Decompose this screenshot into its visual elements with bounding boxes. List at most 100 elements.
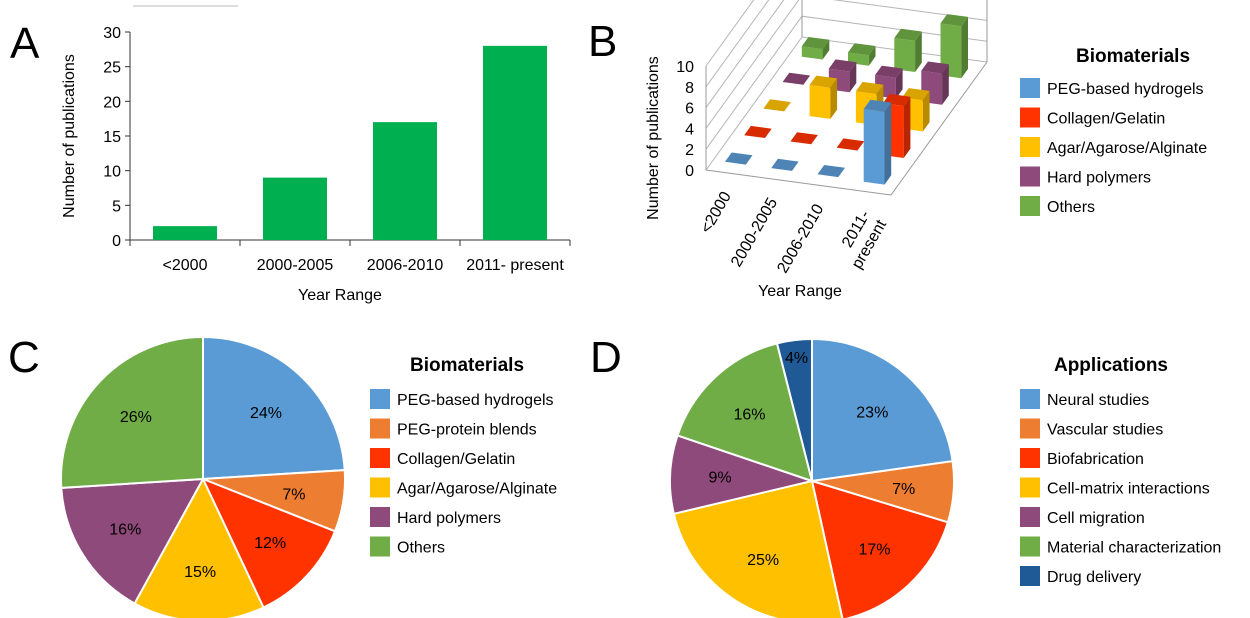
legend-swatch (1020, 448, 1040, 468)
legend-swatch (370, 536, 390, 557)
bar-top (817, 165, 845, 178)
x-tick-label: 2000-2005 (728, 195, 781, 270)
legend-label: Others (397, 540, 445, 557)
x-tick-label-line: <2000 (698, 189, 735, 237)
x-tick-label: 2011-present (832, 207, 890, 272)
slice-label: 7% (282, 486, 305, 503)
legend-label: Neural studies (1047, 392, 1149, 409)
bar-side (849, 62, 857, 93)
y-tick-label: 5 (112, 198, 121, 215)
y-tick-label: 10 (103, 164, 121, 181)
bar-side (915, 31, 922, 72)
y-tick-label: 20 (103, 94, 121, 111)
legend-label: Cell migration (1047, 510, 1145, 527)
y-tick-label: 8 (685, 80, 694, 97)
legend-label: PEG-based hydrogels (397, 392, 554, 409)
legend-swatch (1020, 196, 1040, 216)
legend-label: Hard polymers (1047, 170, 1151, 187)
slice-label: 16% (109, 521, 141, 538)
bar-top (875, 65, 903, 78)
x-tick-label: 2000-2005 (257, 257, 334, 274)
legend-label: PEG-protein blends (397, 422, 537, 439)
x-tick-label: <2000 (163, 257, 208, 274)
bar-side (822, 39, 830, 60)
legend-swatch (1020, 536, 1040, 557)
slice-label: 15% (184, 564, 216, 581)
slice-label: 17% (858, 542, 890, 559)
legend-swatch (1020, 137, 1040, 157)
y-tick-label: 6 (685, 101, 694, 118)
x-tick-label-line: 2000-2005 (728, 195, 781, 270)
legend-label: PEG-based hydrogels (1047, 81, 1204, 98)
pie-slice (676, 342, 814, 483)
bar-top (921, 61, 949, 74)
y-tick-label: 0 (112, 233, 121, 250)
bar-top (855, 81, 884, 94)
x-tick-label: 2006-2010 (367, 257, 444, 274)
bar-top (809, 75, 838, 88)
bar-top (725, 152, 753, 165)
x-tick-label: <2000 (698, 189, 735, 237)
x-tick-label: 2011- present (466, 257, 564, 274)
bar-top (894, 28, 922, 41)
legend-label: Others (1047, 199, 1095, 216)
legend-swatch (1020, 78, 1040, 98)
bar-top (828, 59, 857, 72)
bar-front (809, 84, 831, 119)
bar-top (848, 43, 876, 56)
gridline (705, 0, 987, 108)
legend-title: Biomaterials (1076, 46, 1190, 67)
y-tick-label: 0 (685, 163, 694, 180)
legend-swatch (1020, 566, 1040, 586)
bar (483, 45, 547, 240)
legend-title: Biomaterials (410, 355, 524, 376)
bar-top (863, 99, 892, 112)
legend-swatch (370, 507, 390, 527)
legend-swatch (370, 418, 390, 439)
pie-slice (201, 477, 337, 609)
bar-top (790, 132, 818, 145)
pie-slice (810, 479, 950, 618)
y-tick-label: 25 (103, 60, 121, 77)
panel-letter: A (10, 19, 40, 68)
legend-swatch (370, 477, 390, 498)
slice-label: 12% (254, 535, 286, 552)
y-axis-label: Number of publications (645, 56, 662, 220)
gridline (705, 0, 770, 88)
legend-label: Agar/Agarose/Alginate (1047, 140, 1207, 157)
y-tick-label: 2 (685, 142, 694, 159)
panel-c: C 24% 7% 12% 15% 16% 26% Biomaterials PEG-based … (8, 333, 557, 618)
legend-swatch (1020, 477, 1040, 498)
bar-side (895, 68, 903, 99)
legend-label: Collagen/Gelatin (1047, 111, 1165, 128)
panel-d: D 23% 7% 17% 25% 9% 16% 4% Applications Neural st… (590, 333, 1221, 618)
panel-letter: C (8, 333, 40, 382)
slice-label: 9% (709, 470, 732, 487)
bar-top (771, 158, 799, 171)
y-axis-label: Number of publications (61, 54, 78, 218)
bar-front (894, 38, 916, 72)
legend-title: Applications (1054, 355, 1168, 376)
pie-slice (775, 337, 813, 482)
pie-slice (133, 476, 265, 618)
slice-label: 26% (120, 409, 152, 426)
panel-letter: B (588, 17, 617, 66)
floor-edge (705, 61, 988, 196)
legend-swatch (1020, 166, 1040, 187)
legend-label: Hard polymers (397, 510, 501, 527)
y-tick-label: 15 (103, 129, 121, 146)
gridline (705, 0, 988, 129)
pie-slice (669, 434, 816, 516)
x-tick-label: 2006-2010 (774, 201, 827, 276)
legend-swatch (370, 389, 390, 409)
slice-label: 4% (785, 350, 808, 367)
legend-label: Drug delivery (1047, 569, 1141, 586)
legend-label: Collagen/Gelatin (397, 451, 515, 468)
bar-top (763, 99, 791, 112)
legend-label: Cell-matrix interactions (1047, 481, 1210, 498)
legend-label: Vascular studies (1047, 422, 1163, 439)
bar-side (922, 90, 930, 132)
legend-label: Biofabrication (1047, 451, 1144, 468)
